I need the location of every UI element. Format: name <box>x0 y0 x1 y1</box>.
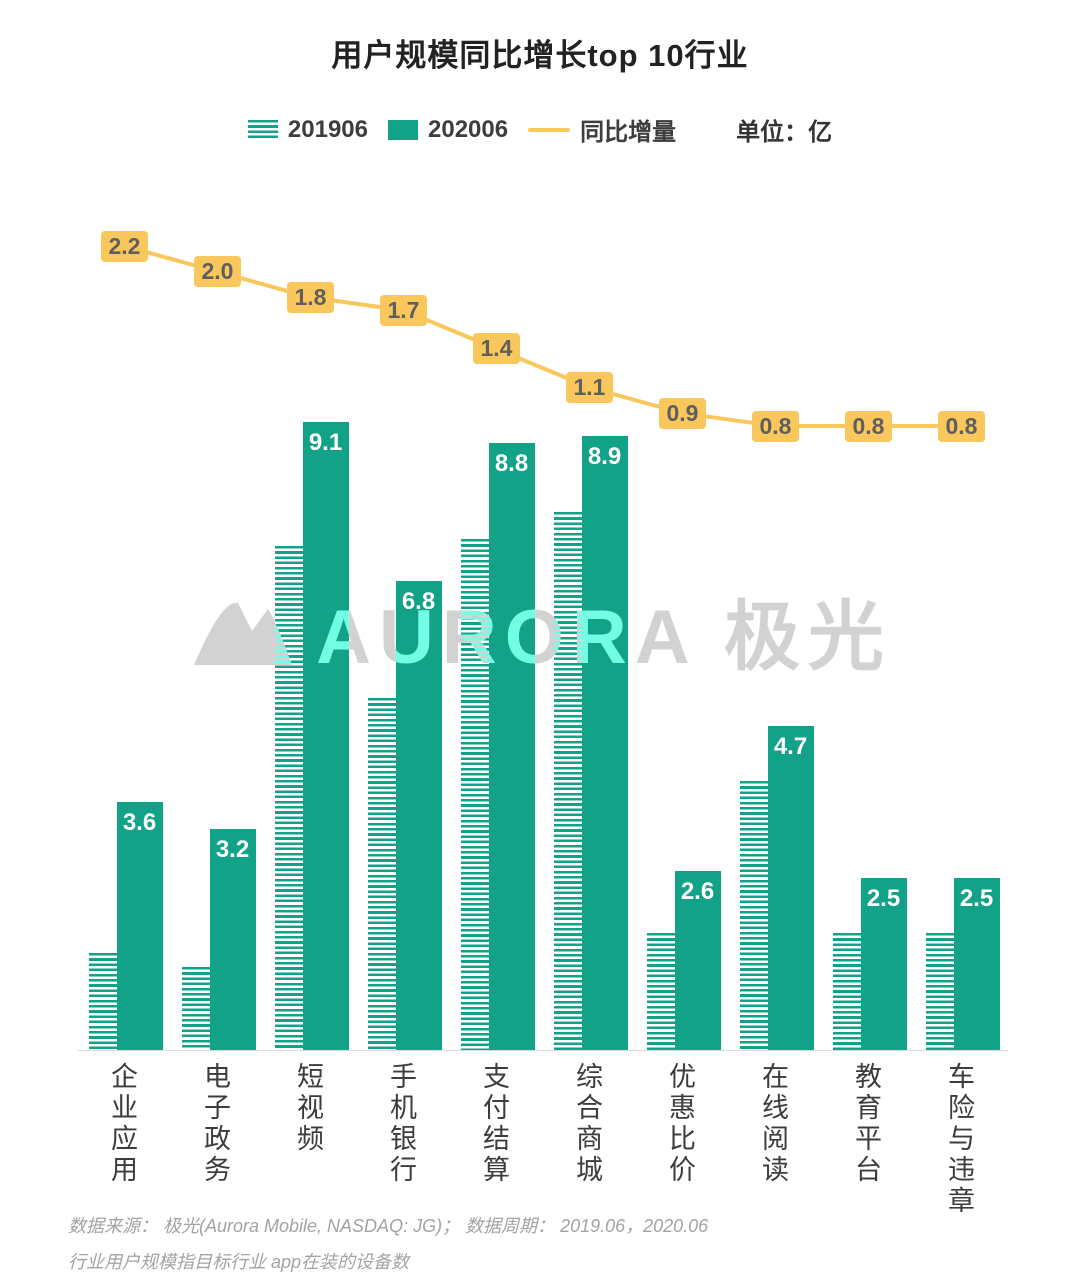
line-value-label: 0.8 <box>752 410 799 442</box>
bar-value-label: 8.8 <box>494 449 529 477</box>
bar-value-label: 2.5 <box>959 884 994 912</box>
x-axis-category-label: 手 机 银 行 <box>390 1062 417 1185</box>
line-value-label: 1.7 <box>380 294 427 326</box>
x-axis-category-label: 教 育 平 台 <box>855 1062 882 1185</box>
x-axis-category-label: 支 付 结 算 <box>483 1062 510 1185</box>
line-value-label: 2.2 <box>101 230 148 262</box>
line-value-label: 1.8 <box>287 281 334 313</box>
bar-value-label: 3.6 <box>122 808 157 836</box>
bar-202006: 3.2 <box>209 829 256 1050</box>
bar-202006: 4.7 <box>767 725 814 1050</box>
bar-202006: 8.8 <box>488 442 535 1050</box>
bar-value-label: 2.6 <box>680 877 715 905</box>
line-value-label: 0.8 <box>938 410 985 442</box>
footer-note: 行业用户规模指目标行业 app在装的设备数 <box>68 1252 410 1272</box>
x-axis-category-label: 电 子 政 务 <box>204 1062 231 1185</box>
x-axis-category-label: 车 险 与 违 章 <box>948 1062 975 1216</box>
bar-202006: 6.8 <box>395 580 442 1050</box>
x-axis-category-label: 在 线 阅 读 <box>762 1062 789 1185</box>
legend-swatch-striped-icon <box>247 119 278 140</box>
bar-value-label: 2.5 <box>866 884 901 912</box>
unit-label: 单位：亿 <box>736 119 833 146</box>
x-axis-category-label: 企 业 应 用 <box>111 1062 138 1185</box>
legend-label-202006: 202006 <box>428 115 509 143</box>
bar-202006: 2.6 <box>674 870 721 1050</box>
bar-202006: 8.9 <box>581 435 628 1050</box>
line-value-label: 0.9 <box>659 397 706 429</box>
legend: 201906 202006 同比增量 单位：亿 <box>0 112 1080 147</box>
x-axis-category-label: 优 惠 比 价 <box>669 1062 696 1185</box>
bar-value-label: 8.9 <box>587 442 622 470</box>
legend-swatch-line-icon <box>528 127 571 132</box>
legend-swatch-solid-icon <box>388 119 418 140</box>
x-axis-line <box>78 1050 1008 1051</box>
legend-label-201906: 201906 <box>287 115 368 143</box>
line-value-label: 2.0 <box>194 256 241 288</box>
footer-source: 数据来源： 极光(Aurora Mobile, NASDAQ: JG)； 数据周… <box>68 1216 709 1236</box>
bar-202006: 3.6 <box>116 801 163 1050</box>
legend-label-line: 同比增量 <box>580 119 677 146</box>
line-value-label: 1.1 <box>566 371 613 403</box>
bar-value-label: 6.8 <box>401 587 436 615</box>
bar-value-label: 3.2 <box>215 836 250 864</box>
x-axis-category-label: 短 视 频 <box>297 1062 324 1154</box>
bar-value-label: 9.1 <box>308 429 343 457</box>
legend-item-line: 同比增量 <box>528 112 676 147</box>
bar-value-label: 4.7 <box>773 732 808 760</box>
legend-item-201906: 201906 <box>247 115 368 144</box>
line-value-label: 0.8 <box>845 410 892 442</box>
watermark: AURORA 极光 <box>0 575 1080 685</box>
bar-202006: 9.1 <box>302 422 349 1050</box>
legend-item-202006: 202006 <box>388 116 508 144</box>
bar-202006: 2.5 <box>860 877 907 1050</box>
line-value-label: 1.4 <box>473 333 520 365</box>
x-axis-category-label: 综 合 商 城 <box>576 1062 603 1185</box>
footer: 数据来源： 极光(Aurora Mobile, NASDAQ: JG)； 数据周… <box>68 1208 708 1280</box>
chart-title: 用户规模同比增长top 10行业 <box>331 38 749 73</box>
bar-202006: 2.5 <box>953 877 1000 1050</box>
